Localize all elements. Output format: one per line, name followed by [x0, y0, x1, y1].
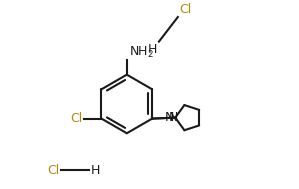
- Text: Cl: Cl: [71, 112, 83, 125]
- Text: H: H: [148, 43, 157, 56]
- Text: Cl: Cl: [180, 3, 192, 16]
- Text: Cl: Cl: [47, 164, 59, 177]
- Text: NH$_2$: NH$_2$: [129, 44, 154, 60]
- Text: H: H: [91, 164, 100, 177]
- Text: N: N: [165, 111, 174, 124]
- Text: N: N: [169, 111, 179, 124]
